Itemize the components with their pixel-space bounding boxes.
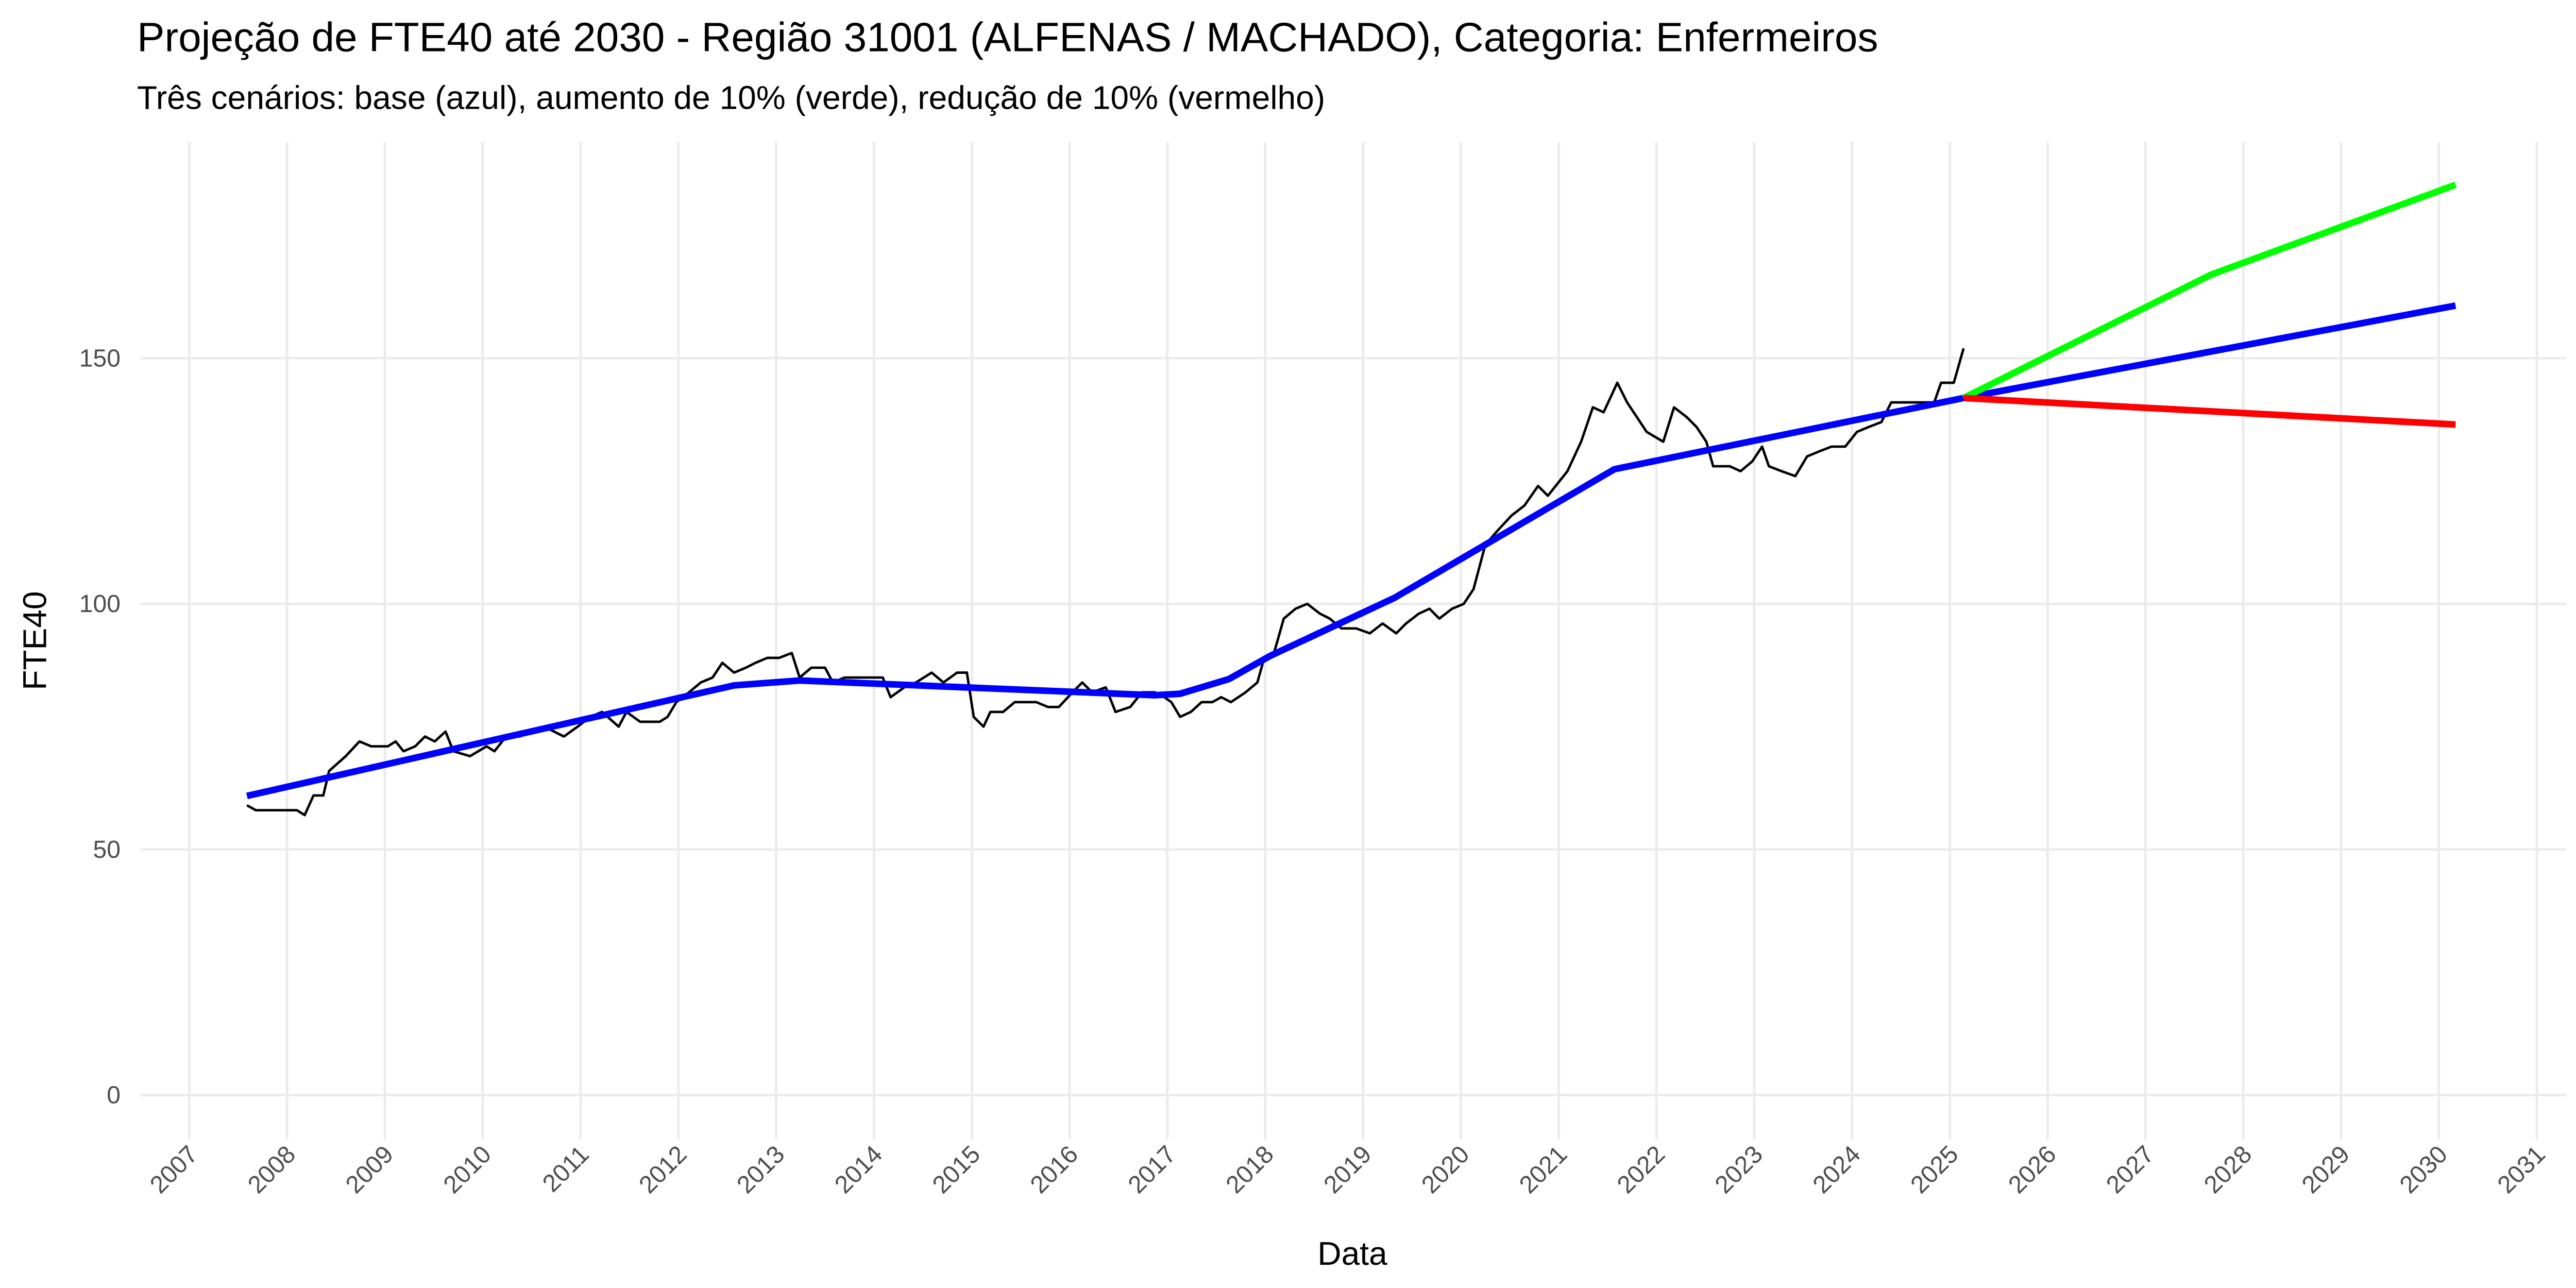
chart-title: Projeção de FTE40 até 2030 - Região 3100… (137, 13, 1878, 60)
y-tick-label: 50 (93, 836, 121, 863)
y-tick-label: 0 (107, 1081, 121, 1109)
plot-area (246, 181, 2457, 817)
x-axis-label: Data (1317, 1235, 1387, 1272)
y-tick-label: 150 (79, 344, 121, 372)
y-tick-label: 100 (79, 590, 121, 618)
series-line (1962, 181, 2457, 401)
y-axis-label: FTE40 (16, 591, 54, 690)
grid (140, 142, 2566, 1140)
series-line (246, 302, 2456, 800)
chart-subtitle: Três cenários: base (azul), aumento de 1… (137, 79, 1325, 116)
series-line (1963, 395, 2456, 428)
